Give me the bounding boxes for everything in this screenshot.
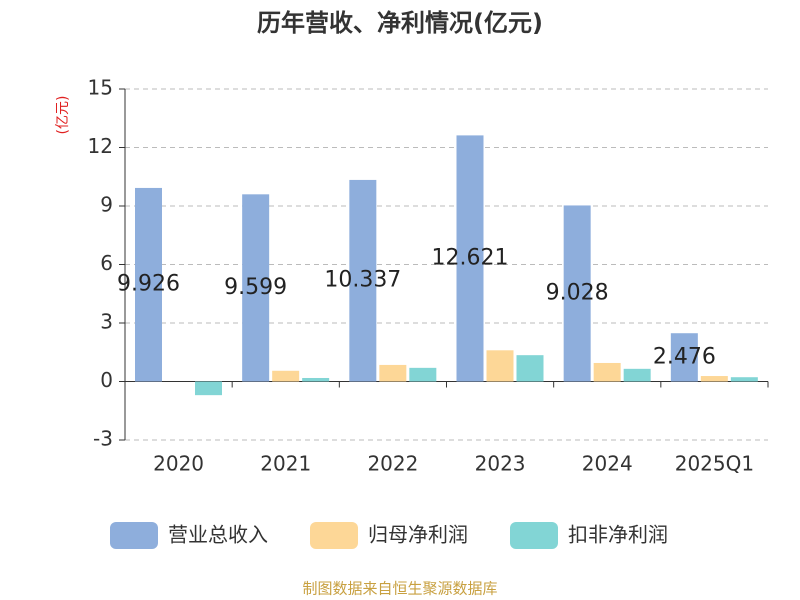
bar [563, 205, 591, 382]
data-label: 12.621 [432, 245, 509, 270]
source-note: 制图数据来自恒生聚源数据库 [302, 580, 497, 598]
legend-label: 归母净利润 [368, 523, 468, 547]
bar [730, 377, 758, 382]
legend-swatch [110, 522, 158, 549]
data-label: 9.599 [224, 275, 287, 300]
data-label: 10.337 [324, 268, 401, 293]
y-tick-label: -3 [93, 427, 113, 451]
bar [409, 367, 437, 382]
chart-title: 历年营收、净利情况(亿元) [257, 9, 543, 37]
x-tick-label: 2024 [582, 452, 633, 476]
bar [516, 355, 544, 382]
y-tick-label: 6 [100, 251, 113, 275]
x-tick-label: 2025Q1 [675, 452, 754, 476]
bar [486, 350, 514, 382]
y-tick-label: 12 [88, 134, 113, 158]
legend-label: 扣非净利润 [568, 523, 668, 547]
data-label: 9.028 [546, 280, 609, 305]
bar [272, 370, 300, 382]
data-label: 2.476 [653, 344, 716, 369]
legend-label: 营业总收入 [168, 523, 268, 547]
data-label: 9.926 [117, 272, 180, 297]
y-tick-label: 15 [88, 76, 113, 100]
y-axis-label: (亿元) [55, 96, 71, 135]
x-tick-label: 2022 [367, 452, 418, 476]
bar [623, 368, 651, 382]
bar [593, 362, 621, 382]
y-tick-label: 0 [100, 368, 113, 392]
y-tick-label: 9 [100, 193, 113, 217]
bar [242, 194, 270, 382]
bar [302, 377, 330, 382]
bar [135, 187, 162, 382]
legend-swatch [310, 522, 358, 549]
bar [349, 179, 377, 382]
x-tick-label: 2020 [153, 452, 204, 476]
y-tick-label: 3 [100, 310, 113, 334]
x-tick-label: 2021 [260, 452, 311, 476]
bar [670, 333, 698, 382]
bar [379, 364, 407, 382]
x-tick-label: 2023 [475, 452, 526, 476]
bar [456, 135, 484, 382]
legend-swatch [510, 522, 558, 549]
bar [195, 381, 222, 396]
bar [700, 376, 728, 382]
